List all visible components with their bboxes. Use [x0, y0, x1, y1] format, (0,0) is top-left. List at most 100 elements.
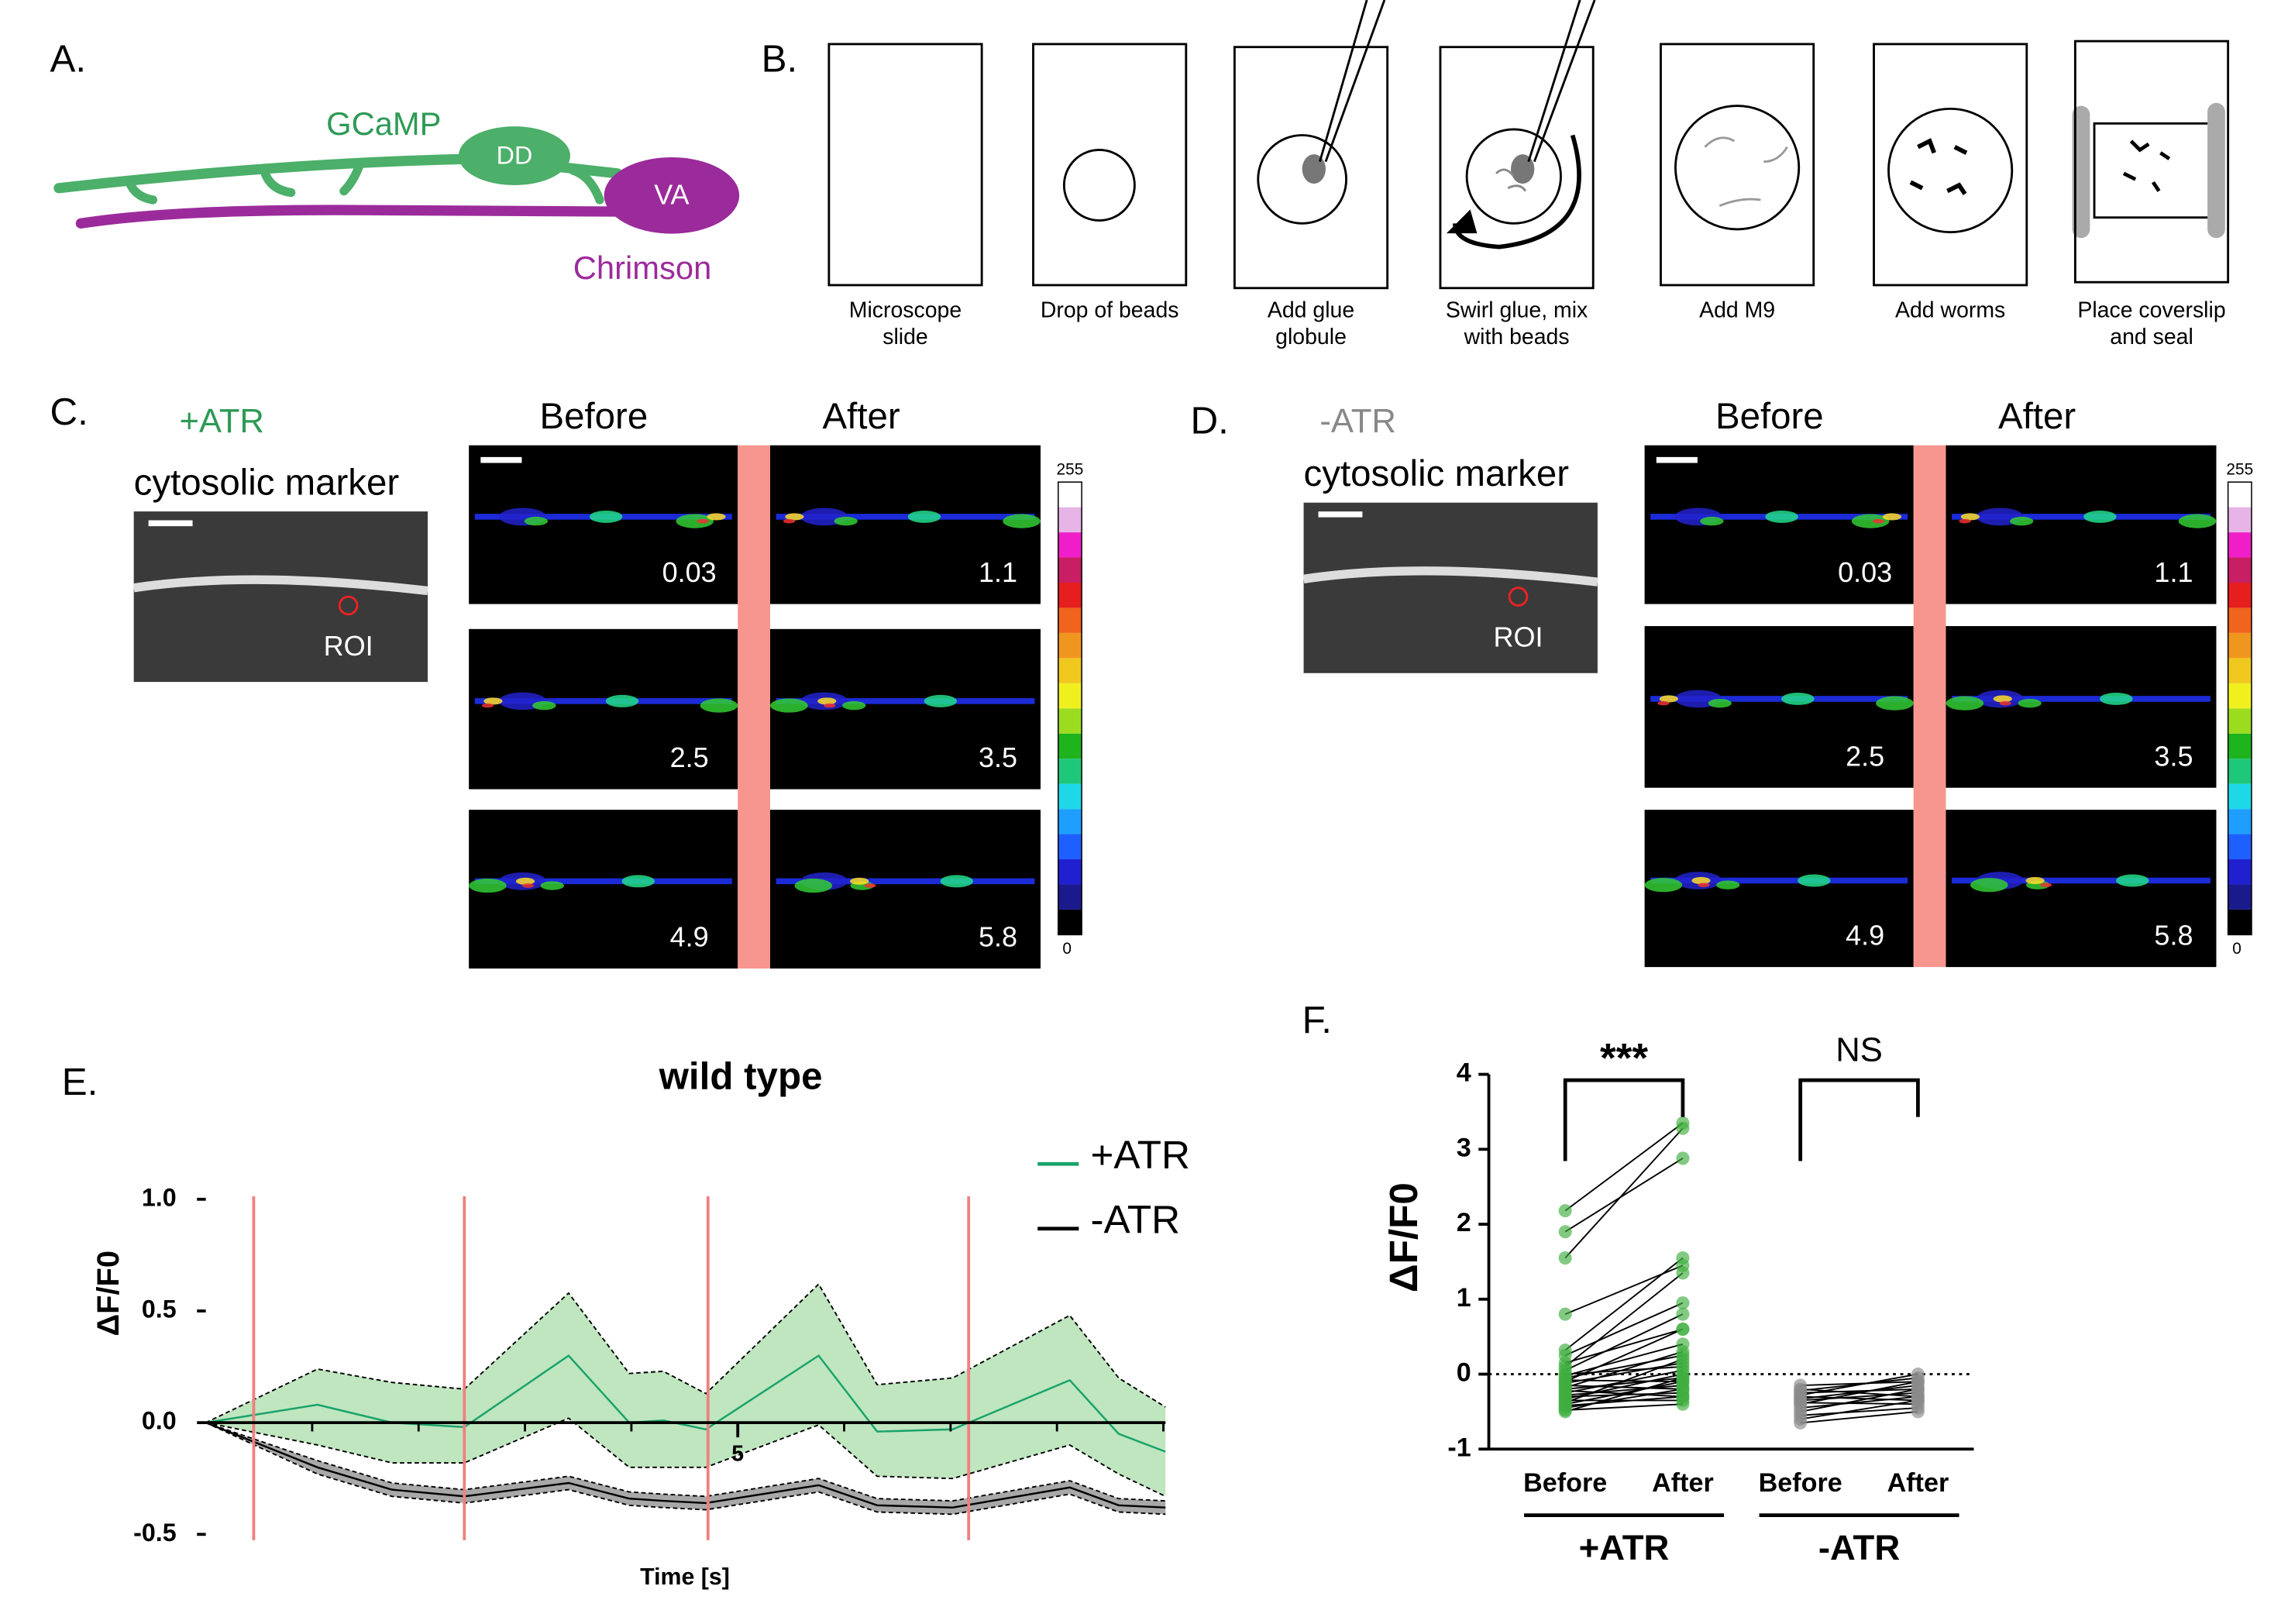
label: C. [50, 391, 88, 433]
signal [2018, 698, 2042, 708]
signal [864, 883, 876, 888]
label: GCaMP [326, 105, 441, 142]
label: DD [497, 141, 533, 169]
colorbar-step [1058, 809, 1082, 834]
slide [1660, 43, 1815, 287]
label: Add glue [1268, 298, 1354, 323]
pair-line [1564, 1313, 1684, 1371]
label: Before [1715, 396, 1824, 437]
label: 5 [731, 1441, 744, 1466]
label: 0.03 [1838, 556, 1892, 588]
label: 255 [1057, 461, 1084, 479]
point [1676, 1371, 1690, 1385]
pair-line [1564, 1328, 1684, 1364]
signal [2040, 883, 2052, 888]
colorbar-step [1058, 582, 1082, 608]
label: 5.8 [979, 921, 1017, 953]
label: ROI [324, 630, 373, 662]
point [1676, 1121, 1690, 1135]
label: 2 [1457, 1208, 1471, 1237]
label: -ATR [1818, 1528, 1900, 1567]
signal [1700, 516, 1724, 526]
signal [1708, 698, 1732, 708]
signal [1781, 692, 1815, 705]
point [1676, 1382, 1690, 1396]
signal [1946, 696, 1984, 710]
label: 1.0 [142, 1183, 177, 1211]
signal [1003, 514, 1041, 528]
label: 2.5 [1846, 740, 1884, 772]
signal [474, 878, 732, 885]
colorbar-step [2228, 783, 2252, 810]
signal [707, 513, 726, 521]
label: 4.9 [1846, 920, 1884, 951]
colorbar-step [2228, 859, 2252, 885]
label: B. [762, 38, 798, 81]
pair-line [1800, 1373, 1918, 1396]
point [1676, 1397, 1690, 1411]
label: globule [1275, 325, 1347, 349]
signal [2116, 874, 2149, 887]
label: 5.8 [2154, 920, 2193, 951]
colorbar-step [2228, 884, 2252, 910]
label: 0 [1457, 1358, 1471, 1388]
signal [469, 878, 507, 893]
line [205, 1421, 1166, 1509]
colorbar-step [1058, 632, 1082, 659]
slide [1439, 46, 1595, 290]
pair-line [1565, 1381, 1684, 1406]
slide [1233, 46, 1389, 290]
colorbar-step [2228, 658, 2252, 683]
signal [524, 516, 549, 526]
label: slide [882, 325, 928, 349]
label: -ATR [1319, 403, 1396, 440]
colorbar-step [1058, 683, 1082, 709]
signal [1970, 878, 2008, 893]
label: +ATR [179, 403, 263, 440]
signal [834, 516, 858, 526]
label: cytosolic marker [134, 462, 399, 503]
pair-line [1565, 1388, 1684, 1409]
signal [2178, 514, 2217, 528]
point [1676, 1251, 1690, 1265]
label: A. [50, 38, 87, 81]
colorbar-step [1058, 507, 1082, 533]
signal [850, 877, 869, 885]
signal [621, 875, 655, 888]
label: After [1998, 396, 2076, 437]
microscopy-images [132, 445, 2252, 969]
signal [1698, 883, 1710, 888]
colorbar-step [2228, 759, 2252, 784]
band-edge [205, 1422, 1166, 1502]
point [1676, 1307, 1690, 1321]
signal [1851, 514, 1890, 528]
signal [1650, 877, 1908, 884]
label: with beads [1464, 325, 1570, 349]
signal [1876, 696, 1914, 710]
signal [940, 875, 974, 888]
colorbar-step [2228, 809, 2252, 834]
pair-line [1564, 1302, 1684, 1357]
point [1558, 1204, 1572, 1218]
colorbar-step [2228, 607, 2252, 633]
label: 4 [1457, 1058, 1471, 1088]
signal [2100, 692, 2133, 705]
point [1794, 1416, 1808, 1430]
colorbar-step [1058, 482, 1082, 508]
label: 3.5 [2154, 740, 2193, 772]
band [205, 1284, 1166, 1497]
colorbar-frame [1058, 481, 1082, 936]
signal [824, 703, 836, 708]
signal [1952, 514, 2210, 520]
label: Add worms [1895, 298, 2005, 323]
signal [1952, 696, 2210, 702]
colorbar-step [1058, 859, 1082, 885]
signal [521, 883, 535, 888]
colorbar-step [2228, 909, 2252, 935]
signal [1959, 518, 1971, 524]
pair-line [1565, 1389, 1683, 1398]
colorbar-step [1058, 759, 1082, 784]
slide [827, 43, 983, 287]
signal [1765, 510, 1798, 523]
